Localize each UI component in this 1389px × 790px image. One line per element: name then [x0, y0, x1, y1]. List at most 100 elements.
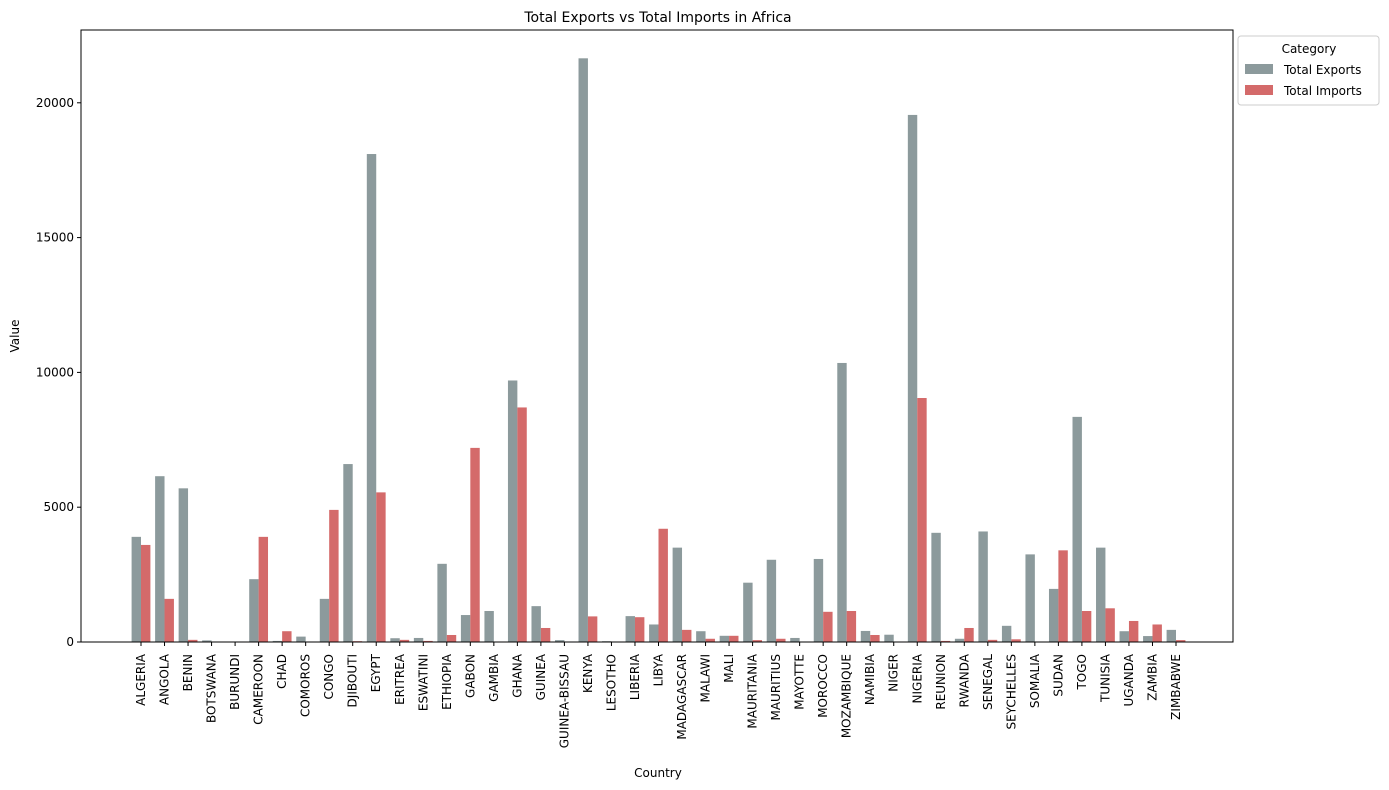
export-bar-libya	[649, 624, 659, 642]
export-bar-guinea	[531, 606, 541, 642]
import-bar-cameroon	[258, 536, 269, 642]
import-bar-angola	[164, 598, 174, 642]
legend: Category Total Exports Total Imports	[1237, 35, 1380, 106]
export-bar-angola	[155, 476, 165, 642]
export-bar-uganda	[1119, 631, 1129, 642]
x-tick-label: COMOROS	[299, 654, 313, 717]
import-bar-seychelles	[1011, 639, 1021, 642]
export-bar-morocco	[813, 558, 824, 642]
x-tick-label: MOZAMBIQUE	[840, 654, 854, 738]
x-tick-label: LIBERIA	[628, 653, 642, 700]
export-bar-eritrea	[390, 638, 400, 642]
x-tick-label: EGYPT	[369, 653, 383, 692]
chart-title: Total Exports vs Total Imports in Africa	[523, 10, 791, 26]
export-bar-mozambique	[837, 362, 847, 642]
export-bar-malawi	[696, 631, 706, 642]
export-bar-egypt	[366, 154, 377, 642]
x-tick-label: GUINEA-BISSAU	[557, 654, 571, 748]
bars	[131, 58, 1186, 643]
x-tick-label: CHAD	[275, 654, 289, 689]
x-tick-label: GAMBIA	[487, 653, 501, 702]
export-bar-sudan	[1048, 588, 1059, 642]
import-bar-malawi	[705, 638, 715, 642]
export-bar-mayotte	[790, 637, 800, 642]
import-bar-uganda	[1128, 620, 1139, 642]
x-tick-label: DJIBOUTI	[346, 654, 360, 707]
import-bar-gabon	[470, 447, 480, 642]
x-tick-label: ERITREA	[393, 653, 407, 705]
x-tick-label: NIGERIA	[910, 653, 924, 703]
legend-swatch-exports	[1245, 64, 1273, 74]
x-tick-label: RWANDA	[957, 653, 971, 707]
import-bar-algeria	[141, 544, 151, 642]
import-bar-togo	[1081, 610, 1092, 642]
export-bar-senegal	[978, 531, 988, 642]
legend-label-imports: Total Imports	[1283, 84, 1362, 98]
import-bar-senegal	[987, 639, 998, 642]
export-bar-reunion	[931, 532, 941, 642]
import-bar-egypt	[376, 492, 386, 642]
export-bar-cameroon	[249, 579, 259, 642]
x-tick-label: MAURITANIA	[746, 653, 760, 728]
y-tick-label: 15000	[36, 231, 74, 245]
import-bar-chad	[282, 631, 292, 642]
x-tick-label: CONGO	[322, 654, 336, 700]
import-bar-namibia	[870, 634, 880, 642]
import-bar-mauritius	[776, 638, 786, 642]
x-tick-label: GHANA	[510, 653, 524, 698]
import-bar-nigeria	[917, 398, 927, 642]
x-tick-label: BOTSWANA	[205, 653, 219, 723]
export-bar-mauritius	[766, 559, 777, 642]
x-tick-label: LESOTHO	[604, 654, 618, 711]
export-bar-algeria	[131, 536, 141, 642]
export-bar-benin	[178, 488, 189, 642]
x-tick-label: SEYCHELLES	[1004, 654, 1018, 729]
import-bar-libya	[658, 528, 668, 642]
x-tick-label: MOROCCO	[816, 654, 830, 718]
x-tick-label: SENEGAL	[981, 654, 995, 710]
import-bar-guinea	[540, 627, 551, 642]
x-tick-label: UGANDA	[1122, 653, 1136, 706]
export-bar-gabon	[460, 615, 471, 642]
x-tick-label: BURUNDI	[228, 654, 242, 710]
import-bar-mozambique	[846, 610, 857, 642]
x-tick-label: ALGERIA	[134, 653, 148, 706]
export-bar-zambia	[1143, 636, 1153, 642]
export-bar-namibia	[860, 630, 871, 642]
import-bar-madagascar	[682, 629, 692, 642]
export-bar-togo	[1072, 416, 1082, 642]
import-bar-mali	[729, 635, 739, 642]
export-bar-gambia	[484, 610, 494, 642]
export-bar-comoros	[296, 636, 306, 642]
x-tick-label: MALAWI	[699, 654, 713, 702]
x-tick-label: ANGOLA	[158, 653, 172, 705]
legend-frame	[1237, 35, 1380, 106]
plot-frame	[80, 29, 1234, 643]
import-bar-zambia	[1152, 624, 1162, 642]
export-bar-nigeria	[907, 114, 918, 642]
export-bar-niger	[884, 634, 894, 642]
x-axis-label: Country	[634, 766, 682, 780]
x-tick-label: CAMEROON	[252, 654, 266, 725]
export-bar-congo	[319, 598, 330, 642]
export-bar-liberia	[625, 616, 635, 642]
x-axis: ALGERIA ANGOLA BENIN BOTSWANA BURUNDI CAMEROO…	[134, 642, 1183, 748]
export-bar-somalia	[1025, 554, 1035, 642]
import-bar-mauritania	[752, 640, 762, 642]
import-bar-reunion	[940, 640, 951, 642]
export-bar-tunisia	[1096, 547, 1106, 642]
export-bar-zimbabwe	[1166, 629, 1176, 642]
x-tick-label: ESWATINI	[416, 654, 430, 711]
x-tick-label: MALI	[722, 654, 736, 683]
import-bar-rwanda	[964, 627, 974, 642]
y-tick-label: 5000	[43, 500, 74, 514]
import-bar-congo	[329, 509, 339, 642]
y-tick-label: 20000	[36, 96, 74, 110]
import-bar-liberia	[634, 617, 645, 642]
x-tick-label: ZIMBABWE	[1169, 654, 1183, 720]
import-bar-benin	[188, 639, 198, 642]
import-bar-sudan	[1058, 550, 1068, 642]
x-tick-label: ETHIOPIA	[440, 653, 454, 710]
export-bar-mali	[719, 635, 730, 642]
